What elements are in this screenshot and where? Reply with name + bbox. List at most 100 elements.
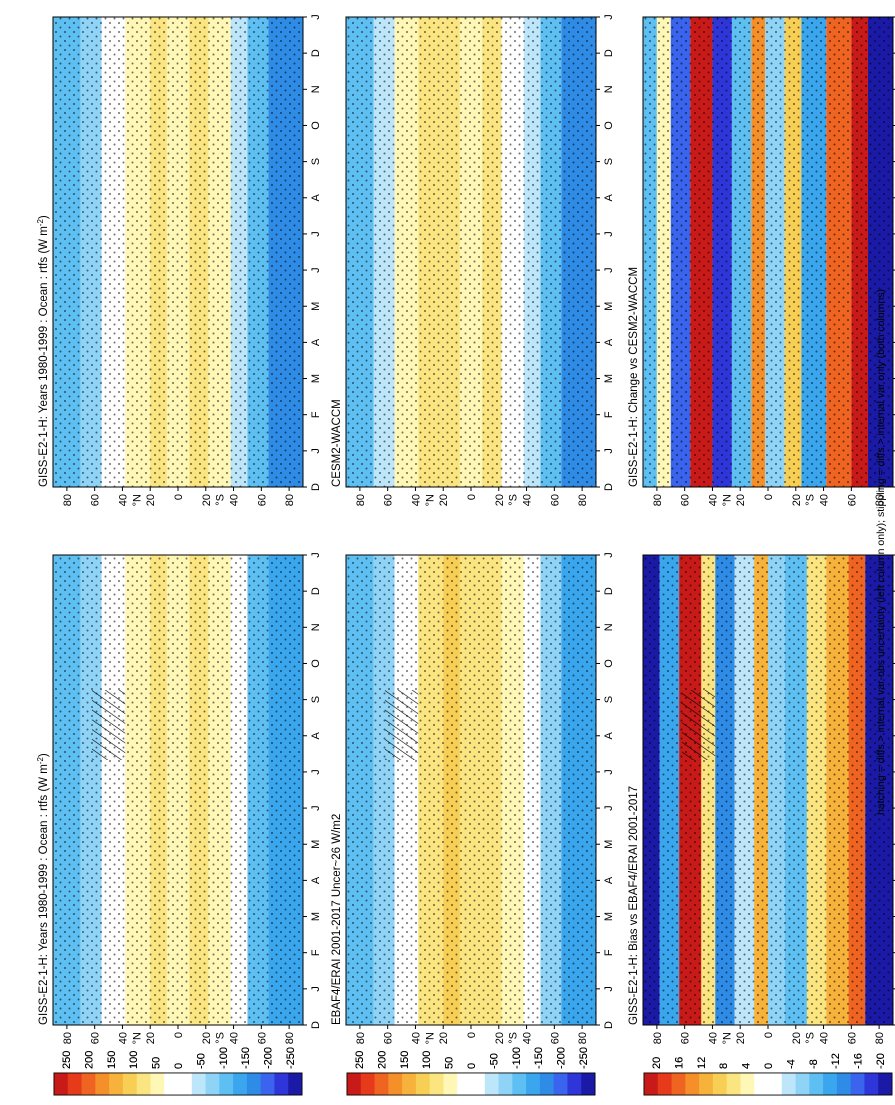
colorbar-label: -250 (578, 1047, 590, 1069)
month-label: D (310, 483, 322, 491)
lat-label: 80 (355, 494, 367, 506)
colorbar-swatch (288, 1073, 303, 1095)
month-label: M (310, 374, 322, 383)
month-label: D (603, 483, 615, 491)
colorbar-label: 250 (354, 1051, 366, 1069)
colorbar-swatch (67, 1073, 82, 1095)
colorbar: 250 200 150 100 50 0 -50 -100 -150 -200 -250 (346, 1047, 596, 1096)
colorbar-swatch (178, 1073, 193, 1095)
lat-label: 60 (90, 494, 102, 506)
month-label: F (310, 949, 322, 956)
month-label: M (603, 912, 615, 921)
colorbar-swatch (498, 1073, 513, 1095)
colorbar-swatch (754, 1073, 769, 1095)
lat-label: 80 (652, 494, 664, 506)
colorbar-frame (346, 1072, 596, 1096)
lat-label: 80 (284, 1032, 296, 1044)
colorbar-label: -50 (488, 1053, 500, 1069)
colorbar-swatch (526, 1073, 541, 1095)
colorbar-swatch (553, 1073, 568, 1095)
colorbar-swatch (699, 1073, 714, 1095)
colorbar-swatch (95, 1073, 110, 1095)
lat-label: 0 (173, 494, 185, 500)
colorbar-label: 50 (444, 1057, 456, 1069)
colorbar-swatch (374, 1073, 389, 1095)
colorbar-label: 200 (83, 1051, 95, 1069)
colorbar: 20 16 12 8 4 0 -4 -8 -12 -16 -20 (643, 1053, 893, 1096)
colorbar-swatch (809, 1073, 824, 1095)
lat-label: 60 (549, 1032, 561, 1044)
panel-5: GISS-E2-1-H: Bias vs EBAF4/ERAI 2001-201… (628, 554, 895, 1096)
colorbar-swatch (415, 1073, 430, 1095)
lat-label: 60 (846, 494, 858, 506)
month-label: D (603, 587, 615, 595)
colorbar-label: 16 (673, 1057, 685, 1069)
colorbar-swatch (671, 1073, 686, 1095)
month-label: J (310, 769, 322, 775)
colorbar-label: 12 (696, 1057, 708, 1069)
lat-label: 40 (819, 494, 831, 506)
colorbar-swatch (726, 1073, 741, 1095)
month-label: A (603, 338, 615, 346)
figure-footnote: hatching = diffs > internal var-obs unce… (875, 289, 887, 815)
lat-label: 40 (229, 494, 241, 506)
month-label: M (603, 840, 615, 849)
colorbar-label: 150 (399, 1051, 411, 1069)
colorbar-swatch (109, 1073, 124, 1095)
month-label: F (603, 949, 615, 956)
hemisphere-n-label: °N (721, 1032, 733, 1044)
colorbar-label: 150 (106, 1051, 118, 1069)
lat-label: 20 (438, 1032, 450, 1044)
hemisphere-s-label: °S (508, 1032, 520, 1044)
colorbar-label: 4 (741, 1063, 753, 1069)
colorbar-swatch (122, 1073, 137, 1095)
hemisphere-n-label: °N (131, 494, 143, 506)
lat-label: 0 (763, 494, 775, 500)
month-label: J (310, 805, 322, 811)
colorbar-label: -250 (285, 1047, 297, 1069)
month-label: O (603, 121, 615, 130)
colorbar-label: -50 (488, 1053, 500, 1069)
lat-label: 60 (256, 1032, 268, 1044)
colorbar-label: -200 (263, 1047, 275, 1069)
month-label: J (603, 448, 615, 454)
colorbar-swatch (150, 1073, 165, 1095)
colorbar-label: -100 (218, 1047, 230, 1069)
colorbar-label: 250 (61, 1051, 73, 1069)
lat-label: 20 (735, 494, 747, 506)
colorbar-label: 100 (128, 1051, 140, 1069)
month-label: N (310, 85, 322, 93)
month-label: J (603, 552, 615, 558)
hemisphere-n-label: °N (131, 1032, 143, 1044)
lat-label: 80 (874, 494, 886, 506)
colorbar-label: 0 (466, 1063, 478, 1069)
colorbar-swatch (685, 1073, 700, 1095)
colorbar-swatch (539, 1073, 554, 1095)
colorbar-swatch (136, 1073, 151, 1095)
month-label: J (310, 231, 322, 237)
month-label: M (603, 302, 615, 311)
colorbar-swatch (768, 1073, 783, 1095)
colorbar-swatch (864, 1073, 879, 1095)
lat-label: 80 (874, 1032, 886, 1044)
lat-label: 60 (383, 1032, 395, 1044)
colorbar-swatch (471, 1073, 486, 1095)
month-label: S (603, 696, 615, 703)
colorbar-swatch (512, 1073, 527, 1095)
stipple-overlay (643, 17, 893, 487)
colorbar-label: -4 (785, 1059, 797, 1069)
lat-label: 80 (355, 1032, 367, 1044)
stipple-overlay (346, 555, 596, 1025)
month-label: D (310, 49, 322, 57)
colorbar-label: -200 (556, 1047, 568, 1069)
lat-label: 40 (410, 1032, 422, 1044)
panel-title: EBAF4/ERAI 2001-2017 Uncer~26 W/m2 (331, 814, 343, 1025)
month-label: M (310, 840, 322, 849)
lat-label: 40 (522, 494, 534, 506)
colorbar-label: 16 (673, 1057, 685, 1069)
lat-label: 80 (577, 1032, 589, 1044)
colorbar-swatch (581, 1073, 596, 1095)
lat-label: 60 (256, 494, 268, 506)
colorbar-swatch (567, 1073, 582, 1095)
lat-label: 0 (466, 1032, 478, 1038)
